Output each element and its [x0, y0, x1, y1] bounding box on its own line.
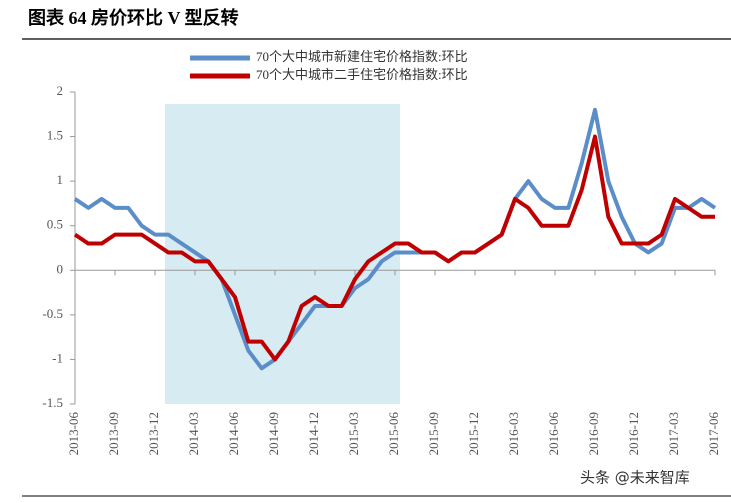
y-tick-label: 0.5: [47, 217, 63, 232]
chart-title: 图表 64 房价环比 V 型反转: [28, 7, 239, 28]
x-tick-label: 2015-09: [426, 412, 441, 455]
x-tick-label: 2015-06: [386, 412, 401, 456]
x-tick-label: 2013-06: [66, 412, 81, 456]
y-tick-label: 1: [57, 172, 64, 187]
x-tick-label: 2016-09: [586, 412, 601, 455]
y-tick-label: -1.5: [42, 395, 63, 410]
x-tick-label: 2015-03: [346, 412, 361, 455]
legend-label: 70个大中城市新建住宅价格指数:环比: [256, 49, 468, 64]
legend-label: 70个大中城市二手住宅价格指数:环比: [256, 67, 468, 82]
series-line: [73, 107, 717, 371]
x-tick-label: 2013-12: [146, 412, 161, 455]
x-tick-label: 2016-12: [626, 412, 641, 455]
x-tick-label: 2014-12: [306, 412, 321, 455]
y-tick-label: -0.5: [42, 306, 63, 321]
highlight-period: [165, 104, 400, 404]
x-tick-label: 2016-06: [546, 412, 561, 456]
x-tick-label: 2017-03: [666, 412, 681, 455]
x-tick-label: 2014-03: [186, 412, 201, 455]
x-tick-label: 2013-09: [106, 412, 121, 455]
series-line: [73, 134, 715, 362]
x-tick-label: 2017-06: [706, 412, 721, 456]
x-tick-label: 2016-03: [506, 412, 521, 455]
y-tick-label: -1: [52, 350, 63, 365]
x-tick-label: 2014-06: [226, 412, 241, 456]
y-tick-label: 2: [57, 83, 64, 98]
x-tick-label: 2015-12: [466, 412, 481, 455]
y-tick-label: 0: [57, 261, 64, 276]
watermark: 头条 @未来智库: [580, 469, 690, 487]
y-tick-label: 1.5: [47, 128, 63, 143]
x-tick-label: 2014-09: [266, 412, 281, 455]
